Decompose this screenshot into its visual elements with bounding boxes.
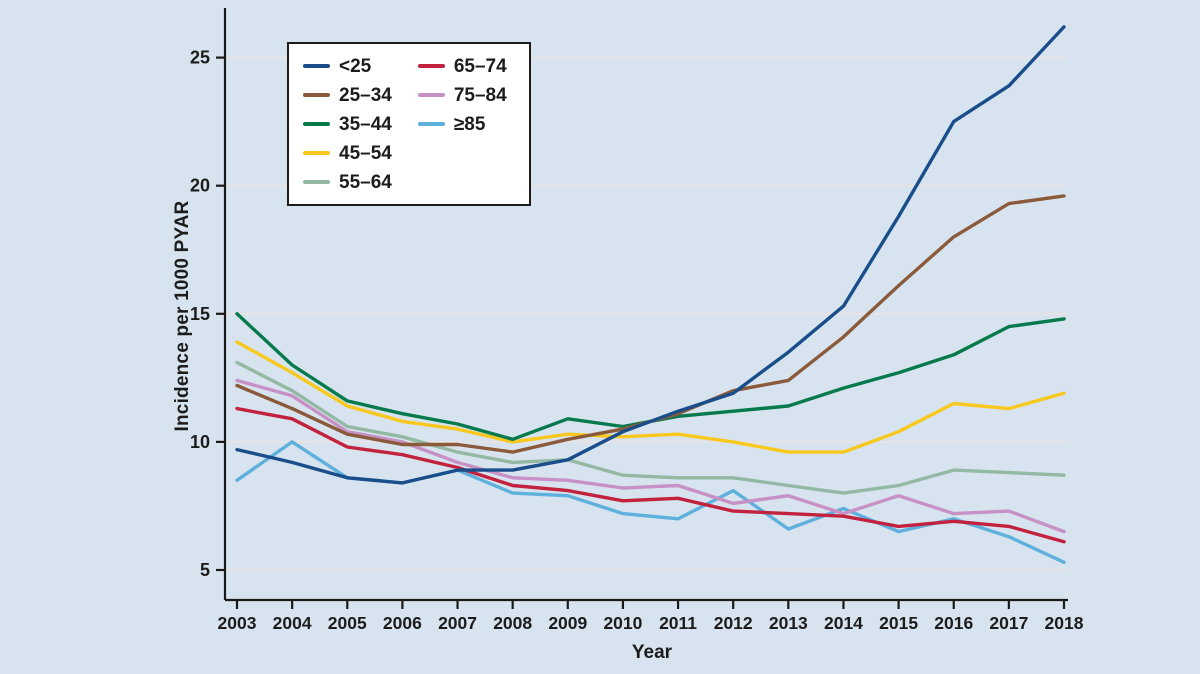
series-line-8 (235, 440, 1066, 564)
legend-swatch-25-34 (303, 93, 330, 97)
x-tick-label: 2006 (383, 613, 422, 633)
x-tick-label: 2016 (934, 613, 973, 633)
x-tick-label: 2004 (273, 613, 312, 633)
x-tick-label: 2010 (603, 613, 642, 633)
y-tick-label: 5 (200, 560, 210, 580)
legend-item-55-64: 55–64 (303, 171, 392, 193)
x-tick-label: 2012 (714, 613, 753, 633)
legend-label-45-54: 45–54 (339, 142, 392, 164)
legend-label-35-44: 35–44 (339, 113, 392, 135)
legend-swatch-45-54 (303, 151, 330, 155)
x-tick-label: 2007 (438, 613, 477, 633)
x-tick-label: 2003 (218, 613, 257, 633)
x-tick-label: 2013 (769, 613, 808, 633)
legend-item-75-84: 75–84 (417, 84, 507, 106)
legend-column-2: 65–74 75–84 ≥85 (417, 55, 507, 193)
x-tick-label: 2009 (548, 613, 587, 633)
x-tick-label: 2008 (493, 613, 532, 633)
legend-label-65-74: 65–74 (453, 55, 507, 77)
series-line-2 (235, 194, 1066, 454)
legend-item-35-44: 35–44 (303, 113, 392, 135)
y-tick-label: 20 (190, 176, 210, 196)
y-tick-label: 25 (190, 48, 210, 68)
y-tick-label: 15 (190, 304, 210, 324)
legend-label-25-34: 25–34 (339, 84, 392, 106)
legend-column-1: <25 25–34 35–44 45–54 55–64 (303, 55, 392, 193)
x-tick-label: 2005 (328, 613, 367, 633)
legend-item-85-plus: ≥85 (417, 113, 507, 135)
chart-legend: <25 25–34 35–44 45–54 55–64 (287, 42, 531, 206)
y-axis-title: Incidence per 1000 PYAR (172, 200, 193, 432)
legend-swatch-under-25 (303, 64, 330, 68)
x-tick-label: 2015 (879, 613, 918, 633)
x-tick-label: 2014 (824, 613, 863, 633)
x-tick-label: 2011 (659, 613, 697, 633)
series-line-6 (235, 406, 1066, 544)
legend-swatch-65-74 (417, 64, 445, 68)
legend-swatch-75-84 (417, 93, 445, 97)
legend-item-under-25: <25 (303, 55, 392, 77)
legend-label-75-84: 75–84 (453, 84, 507, 106)
legend-swatch-55-64 (303, 180, 330, 184)
legend-swatch-85-plus (417, 122, 445, 126)
x-tick-label: 2018 (1045, 613, 1084, 633)
legend-label-under-25: <25 (339, 55, 372, 77)
legend-item-25-34: 25–34 (303, 84, 392, 106)
legend-item-65-74: 65–74 (417, 55, 507, 77)
legend-swatch-35-44 (303, 122, 330, 126)
x-axis-title: Year (631, 642, 673, 663)
series-line-5 (235, 360, 1066, 495)
series-line-4 (235, 340, 1066, 454)
legend-label-55-64: 55–64 (339, 171, 392, 193)
series-line-7 (235, 378, 1066, 534)
legend-item-45-54: 45–54 (303, 142, 392, 164)
y-tick-label: 10 (190, 432, 210, 452)
series-line-1 (235, 25, 1066, 485)
x-tick-label: 2017 (989, 613, 1028, 633)
legend-label-85-plus: ≥85 (453, 113, 486, 135)
